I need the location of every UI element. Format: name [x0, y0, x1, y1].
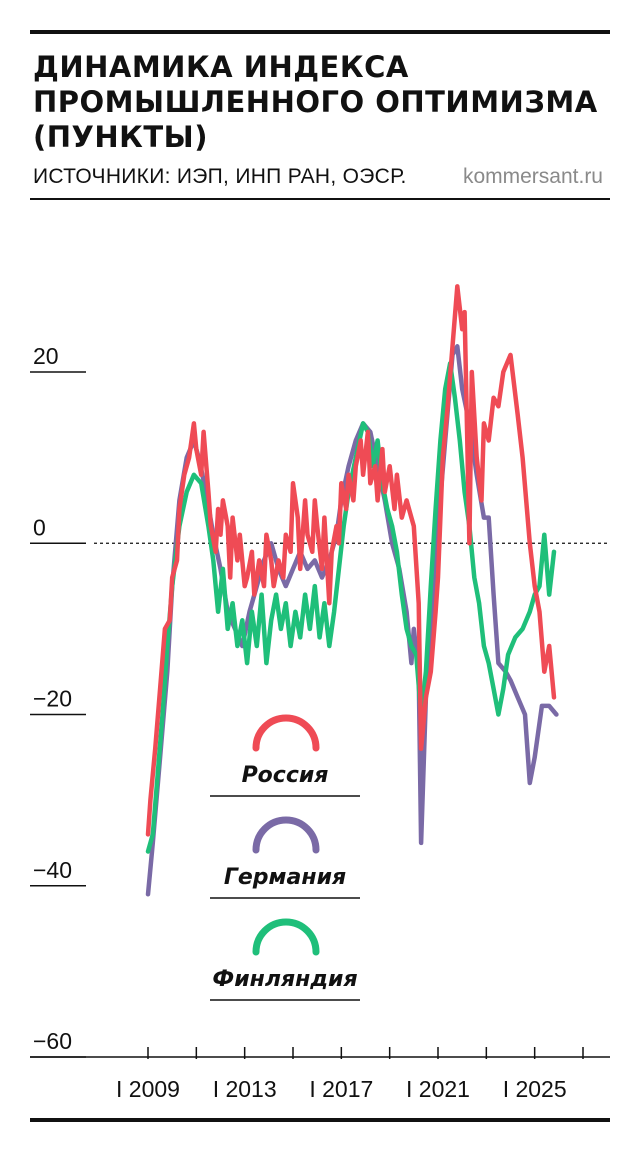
- legend-arc-1: [252, 816, 320, 854]
- x-tick-label: I 2025: [503, 1076, 567, 1102]
- legend-arc-0: [252, 714, 320, 752]
- source-note: ИСТОЧНИКИ: ИЭП, ИНП РАН, ОЭСР.: [33, 165, 407, 188]
- y-tick-label: −40: [33, 857, 72, 883]
- x-tick-label: I 2009: [116, 1076, 180, 1102]
- x-tick-label: I 2021: [406, 1076, 470, 1102]
- bottom-rule: [30, 1118, 610, 1122]
- legend-label-2: Финляндия: [212, 967, 357, 992]
- legend-arc-2: [252, 918, 320, 956]
- x-axis: I 2009 I 2013 I 2017 I 2021 I 2025: [30, 1047, 610, 1102]
- legend: Россия Германия Финляндия: [210, 714, 360, 1001]
- y-tick-label: −60: [33, 1028, 72, 1054]
- y-axis: 20 0 −20 −40 −60: [30, 343, 86, 1058]
- y-tick-label: −20: [33, 686, 72, 712]
- series-lines: [145, 284, 559, 897]
- series-line-2: [145, 361, 557, 854]
- legend-label-0: Россия: [242, 763, 329, 788]
- top-rule: [30, 30, 610, 34]
- series-line-0: [145, 284, 557, 837]
- y-tick-label: 20: [33, 343, 59, 369]
- x-tick-label: I 2017: [309, 1076, 373, 1102]
- chart-title: ДИНАМИКА ИНДЕКСА ПРОМЫШЛЕННОГО ОПТИМИЗМА…: [33, 50, 598, 154]
- site-credit: kommersant.ru: [462, 165, 603, 188]
- y-tick-label: 0: [33, 514, 46, 540]
- header-rule: [30, 198, 610, 200]
- legend-label-1: Германия: [224, 865, 346, 890]
- x-tick-label: I 2013: [213, 1076, 277, 1102]
- series-line-1: [145, 344, 559, 897]
